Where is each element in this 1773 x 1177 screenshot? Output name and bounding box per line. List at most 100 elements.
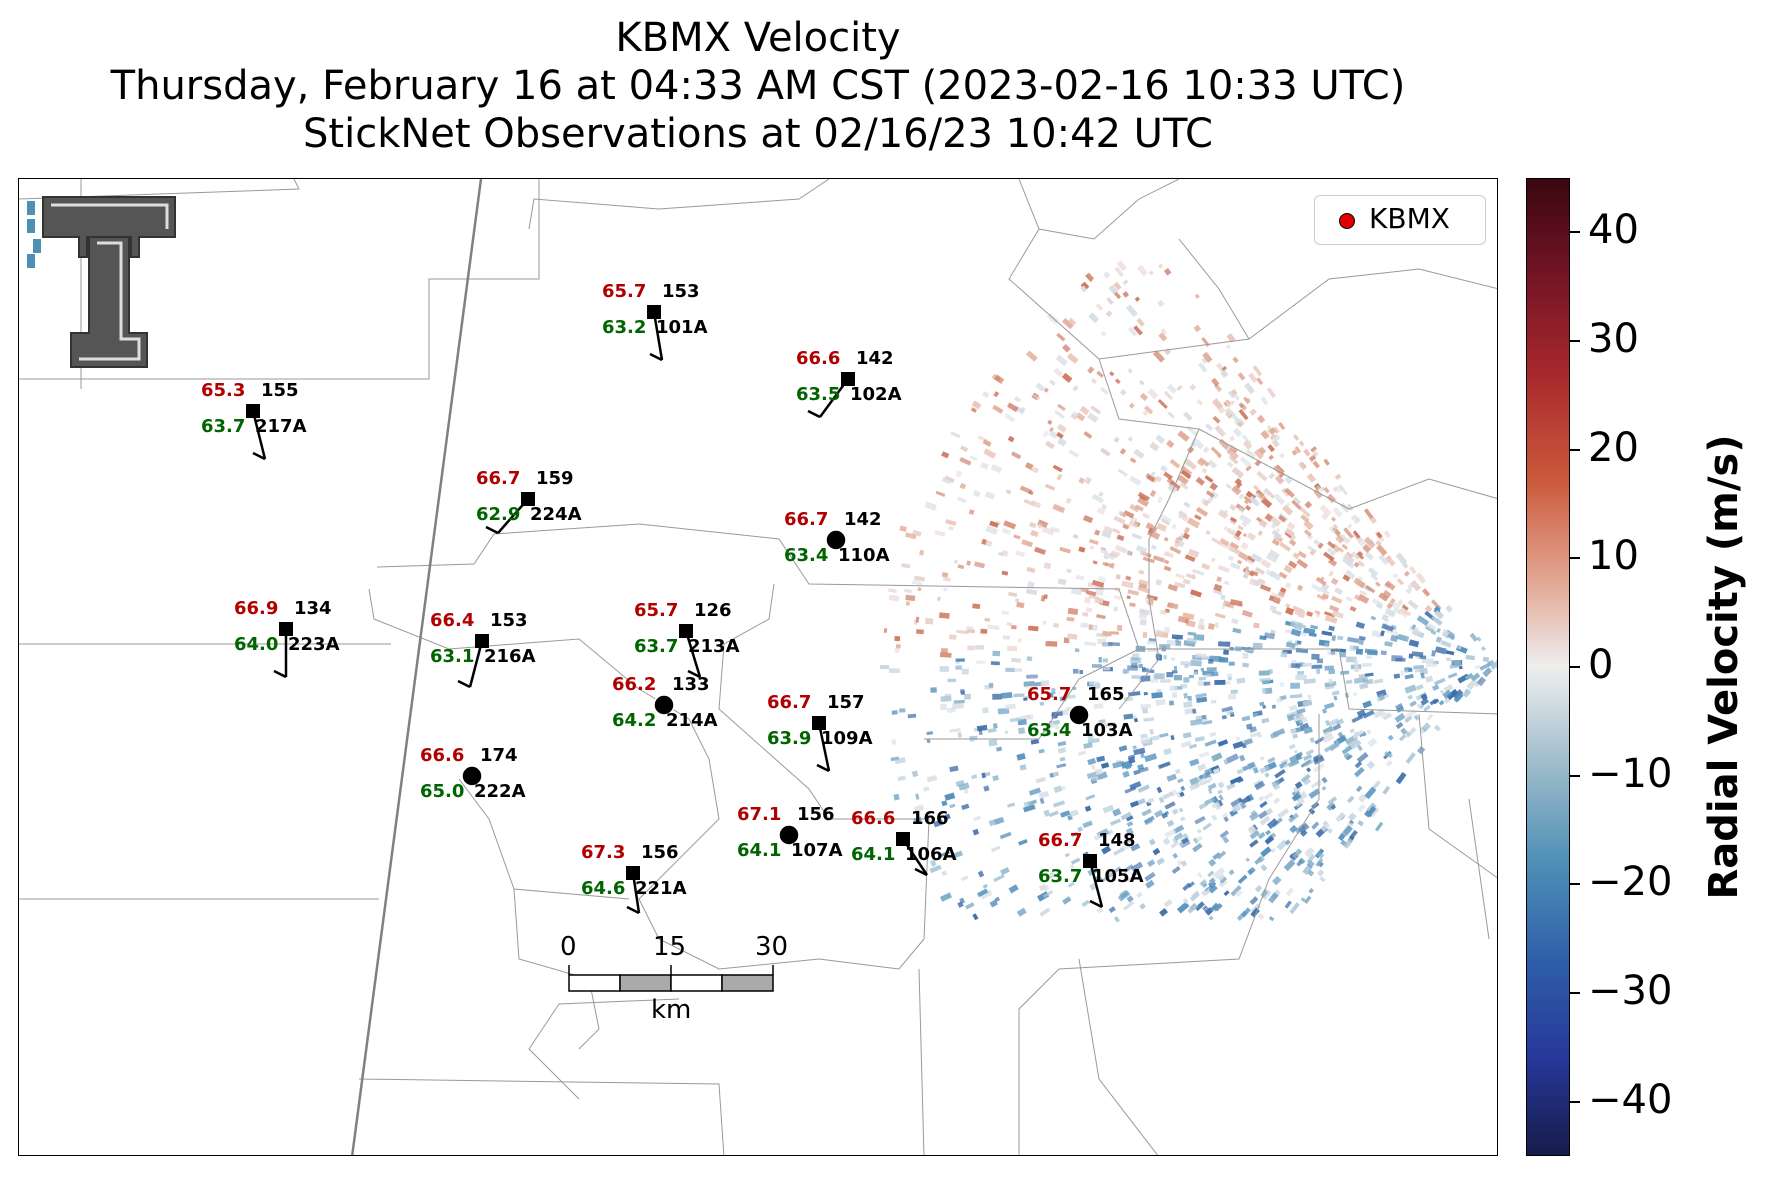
velocity-gate xyxy=(1341,745,1353,755)
station-marker-icon[interactable] xyxy=(475,634,489,648)
velocity-gate xyxy=(1169,458,1181,469)
velocity-gate xyxy=(1150,678,1159,683)
velocity-gate xyxy=(1307,869,1315,877)
velocity-gate xyxy=(1070,857,1081,865)
scale-label-0: 0 xyxy=(560,932,577,962)
velocity-gate xyxy=(1208,879,1217,889)
velocity-gate xyxy=(1106,868,1115,876)
station-marker-icon[interactable] xyxy=(626,866,640,880)
velocity-gate xyxy=(1217,781,1225,789)
velocity-gate xyxy=(1194,653,1207,659)
velocity-gate xyxy=(1253,579,1262,586)
velocity-gate xyxy=(1155,434,1166,444)
station-pressure: 166 xyxy=(911,808,949,829)
velocity-gate xyxy=(1270,731,1279,739)
station-marker-icon[interactable] xyxy=(246,404,260,418)
velocity-gate xyxy=(1300,897,1306,903)
velocity-gate xyxy=(1133,448,1145,459)
station-temperature: 66.7 xyxy=(476,468,521,489)
velocity-gate xyxy=(1091,493,1105,504)
station-pressure: 126 xyxy=(694,600,732,621)
station-marker-icon[interactable] xyxy=(679,624,693,638)
velocity-gate xyxy=(1005,667,1015,673)
velocity-gate xyxy=(1208,658,1214,664)
velocity-gate xyxy=(1180,740,1192,748)
velocity-gate xyxy=(1373,678,1384,684)
velocity-gate xyxy=(1098,491,1104,498)
velocity-gate xyxy=(1102,658,1108,663)
velocity-gate xyxy=(1327,718,1340,728)
velocity-gate xyxy=(1327,650,1338,656)
velocity-gate xyxy=(1290,628,1302,637)
velocity-gate xyxy=(1173,832,1184,841)
station-marker-icon[interactable] xyxy=(1083,854,1097,868)
velocity-gate xyxy=(1142,410,1149,417)
velocity-gate xyxy=(1343,838,1354,849)
velocity-gate xyxy=(1057,740,1067,747)
calm-wind-circle-icon[interactable] xyxy=(825,529,847,551)
velocity-gate xyxy=(1299,693,1303,698)
velocity-gate xyxy=(1100,762,1110,769)
velocity-gate xyxy=(1334,473,1342,481)
velocity-gate xyxy=(1227,693,1237,700)
velocity-gate xyxy=(1113,515,1126,525)
velocity-gate xyxy=(1258,492,1267,501)
map-legend: KBMX xyxy=(1314,195,1486,245)
wind-barb-flag-icon xyxy=(273,669,287,679)
colorbar-tick xyxy=(1570,1100,1580,1103)
station-temperature: 65.7 xyxy=(1027,684,1072,705)
radar-map[interactable]: KBMX 65.7 153 63.2 101A 66.6 142 63.5 102A 65.3 1… xyxy=(18,178,1498,1156)
velocity-gate xyxy=(1152,350,1166,363)
velocity-gate xyxy=(1267,444,1275,453)
station-marker-icon[interactable] xyxy=(647,305,661,319)
velocity-gate xyxy=(901,563,911,569)
velocity-gate xyxy=(1442,689,1453,700)
velocity-gate xyxy=(1186,517,1201,529)
velocity-gate xyxy=(1366,678,1374,685)
station-marker-icon[interactable] xyxy=(279,622,293,636)
velocity-gate xyxy=(1125,764,1132,770)
velocity-gate xyxy=(1122,290,1130,298)
velocity-gate xyxy=(1180,785,1186,791)
velocity-gate xyxy=(1415,572,1427,584)
velocity-gate xyxy=(1044,483,1056,491)
velocity-gate xyxy=(1213,902,1223,912)
velocity-gate xyxy=(1271,538,1280,546)
wind-barb-flag-icon xyxy=(626,905,640,915)
station-marker-icon[interactable] xyxy=(896,832,910,846)
velocity-gate xyxy=(1359,589,1368,597)
velocity-gate xyxy=(1464,688,1469,694)
velocity-gate xyxy=(993,874,1005,882)
velocity-gate xyxy=(1242,662,1249,668)
calm-wind-circle-icon[interactable] xyxy=(461,765,483,787)
station-marker-icon[interactable] xyxy=(812,716,826,730)
velocity-gate xyxy=(1159,907,1169,917)
velocity-gate xyxy=(1384,641,1393,647)
velocity-gate xyxy=(1052,503,1066,514)
velocity-gate xyxy=(1129,800,1140,808)
station-marker-icon[interactable] xyxy=(521,492,535,506)
velocity-gate xyxy=(1420,698,1429,706)
velocity-gate xyxy=(1465,654,1475,661)
station-pressure: 155 xyxy=(261,380,299,401)
velocity-gate xyxy=(1343,553,1355,564)
velocity-gate xyxy=(1010,625,1017,630)
velocity-gate xyxy=(1013,693,1025,698)
calm-wind-circle-icon[interactable] xyxy=(653,694,675,716)
station-marker-icon[interactable] xyxy=(841,372,855,386)
station-dewpoint: 63.5 xyxy=(796,384,841,405)
velocity-gate xyxy=(1217,509,1229,520)
velocity-gate xyxy=(1328,525,1337,534)
velocity-gate xyxy=(1206,667,1217,672)
station-temperature: 66.4 xyxy=(430,610,475,631)
velocity-gate xyxy=(1209,490,1219,499)
velocity-gate xyxy=(1169,602,1179,610)
velocity-gate xyxy=(1243,569,1251,578)
velocity-gate xyxy=(1209,902,1219,912)
velocity-gate xyxy=(1128,519,1139,529)
calm-wind-circle-icon[interactable] xyxy=(1068,704,1090,726)
calm-wind-circle-icon[interactable] xyxy=(778,824,800,846)
velocity-gate xyxy=(1208,884,1218,894)
velocity-gate xyxy=(1380,630,1385,637)
velocity-gate xyxy=(917,587,922,592)
